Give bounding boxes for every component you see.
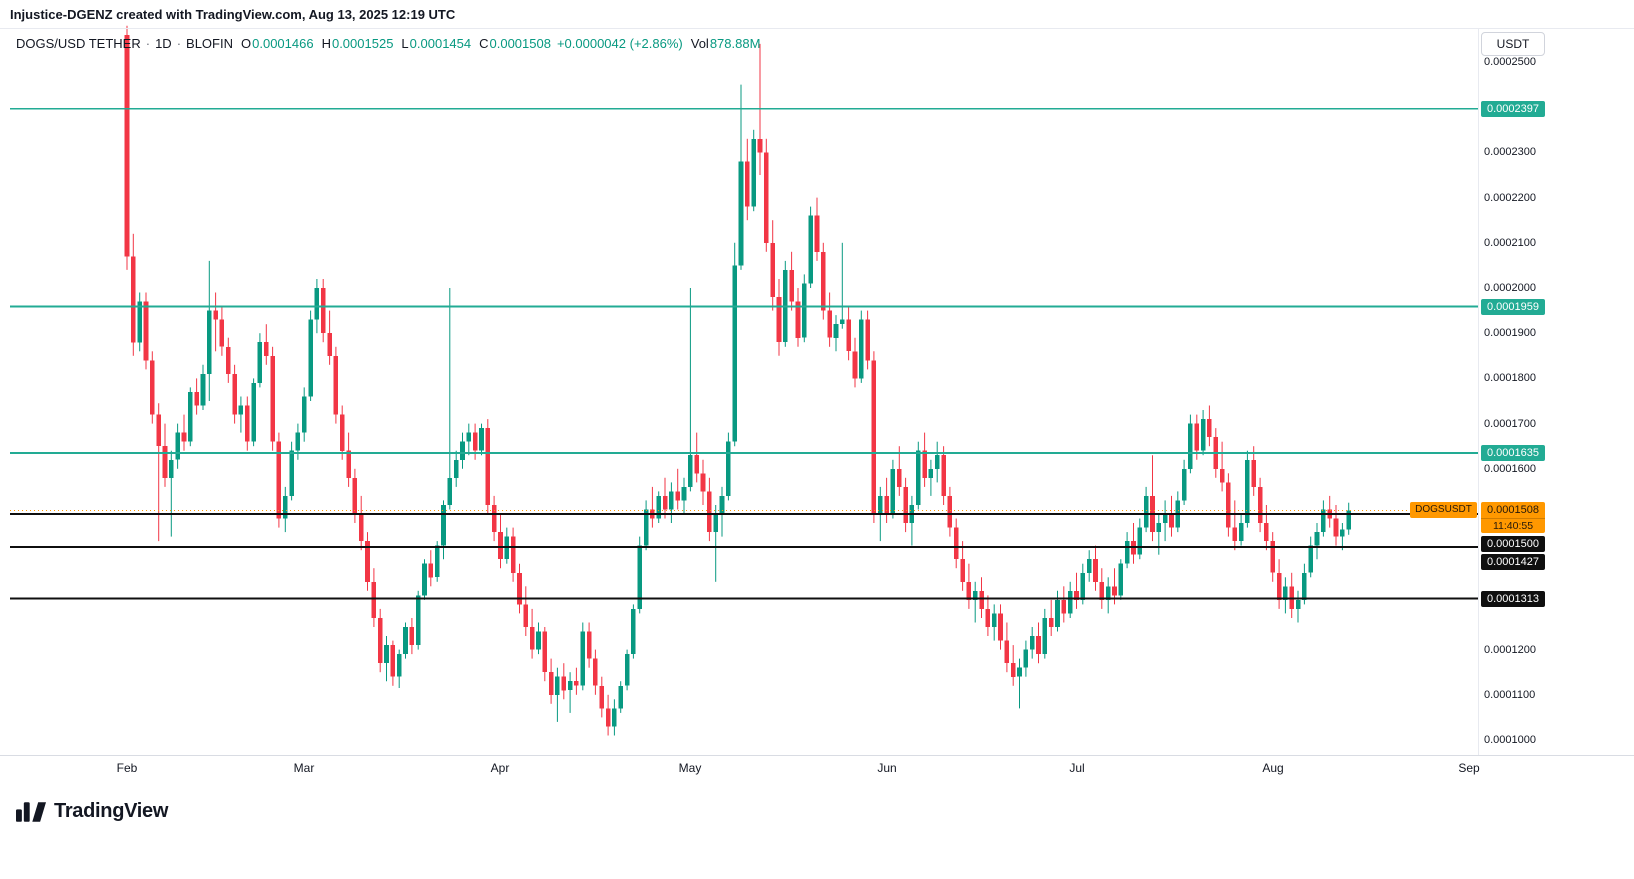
open-value: 0.0001466	[252, 36, 314, 51]
legend: DOGS/USD TETHER · 1D · BLOFIN O 0.0001466…	[16, 36, 760, 51]
currency-unit-button[interactable]: USDT	[1481, 32, 1545, 56]
time-axis-divider	[0, 755, 1634, 756]
tradingview-brand[interactable]: TradingView	[54, 800, 169, 822]
low-value: 0.0001454	[409, 36, 472, 51]
volume-label: Vol	[690, 36, 709, 51]
attribution-text: Injustice-DGENZ created with TradingView…	[10, 7, 456, 22]
price-axis-divider	[1478, 29, 1479, 755]
header-divider	[0, 28, 1634, 29]
tradingview-logo-icon[interactable]	[16, 801, 46, 823]
change-value: +0.0000042 (+2.86%)	[556, 36, 683, 51]
open-label: O	[241, 36, 252, 51]
symbol-title[interactable]: DOGS/USD TETHER	[16, 36, 141, 51]
high-label: H	[321, 36, 331, 51]
footer: TradingView	[16, 800, 168, 823]
low-label: L	[401, 36, 409, 51]
exchange-label[interactable]: BLOFIN	[186, 36, 233, 51]
volume-value: 878.88M	[709, 36, 761, 51]
interval-label[interactable]: 1D	[155, 36, 172, 51]
legend-separator: ·	[176, 36, 182, 51]
close-value: 0.0001508	[489, 36, 551, 51]
close-label: C	[479, 36, 489, 51]
high-value: 0.0001525	[331, 36, 394, 51]
legend-separator: ·	[145, 36, 151, 51]
